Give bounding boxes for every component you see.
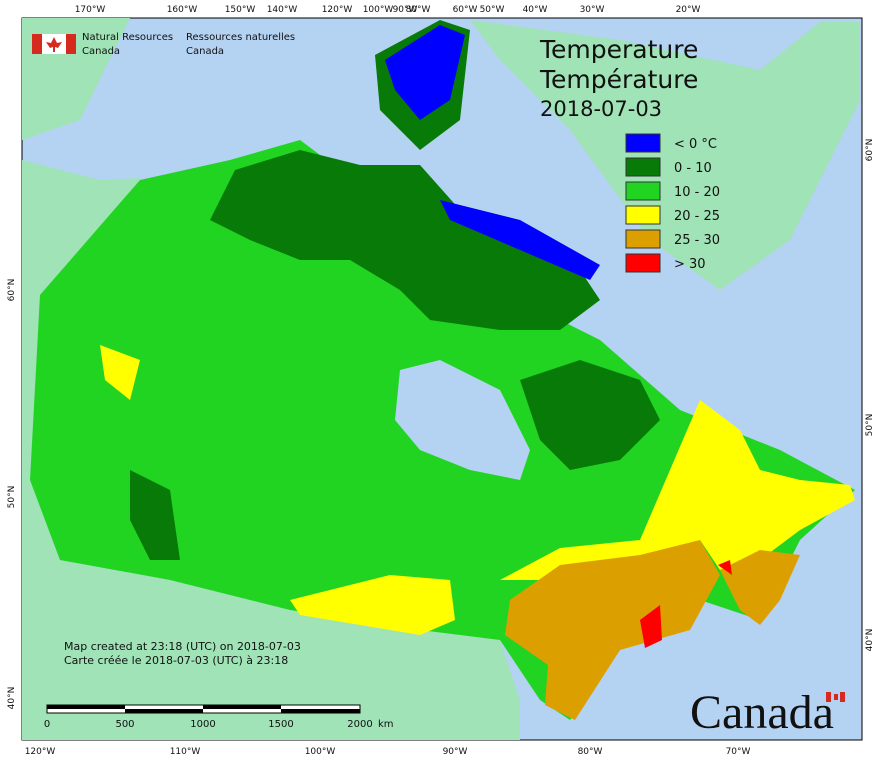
graticule-label: 70°W (726, 747, 751, 757)
east-warm (500, 400, 855, 580)
flag-bar (32, 34, 42, 54)
usa-land (22, 160, 520, 740)
flag-bar (840, 692, 845, 702)
graticule-label: 20°W (676, 5, 701, 15)
graticule-label: 140°W (267, 5, 298, 15)
legend-swatch (625, 133, 661, 153)
scale-seg (281, 709, 360, 713)
hudson-bay (395, 360, 530, 480)
graticule-label: 60°N (7, 279, 17, 302)
graticule-label: 120°W (25, 747, 56, 757)
scale-bar (46, 704, 361, 714)
arctic-islands (210, 150, 600, 330)
org-fr: Ressources naturelles (186, 32, 295, 43)
ontario-quebec-hot (505, 540, 720, 720)
legend-label: 0 - 10 (674, 161, 712, 176)
graticule-label: 50°W (480, 5, 505, 15)
graticule-label: 40°N (7, 687, 17, 710)
legend-swatch (625, 253, 661, 273)
maritimes-hot (720, 550, 800, 625)
graticule-label: 40°W (523, 5, 548, 15)
scale-tick: 1500 (268, 719, 293, 730)
graticule-label: 50°N (865, 414, 875, 437)
note: Carte créée le 2018-07-03 (UTC) à 23:18 (64, 654, 288, 667)
title-en: Temperature (539, 35, 698, 64)
graticule-label: 90°W (443, 747, 468, 757)
graticule-label: 150°W (225, 5, 256, 15)
org-fr: Canada (186, 46, 224, 57)
graticule-label: 160°W (167, 5, 198, 15)
scale-seg (203, 705, 281, 709)
scale-tick: 1000 (190, 719, 215, 730)
org-en: Natural Resources (82, 32, 173, 43)
wordmark-flag (826, 692, 845, 702)
flag-bar (66, 34, 76, 54)
graticule-label: 50°N (7, 486, 17, 509)
graticule-label: 30°W (580, 5, 605, 15)
greenland (470, 20, 860, 290)
hottest (640, 605, 662, 648)
hottest-2 (718, 560, 732, 575)
flag-bar (826, 692, 831, 702)
scale-seg (125, 709, 203, 713)
graticule-label: 100°W (363, 5, 394, 15)
graticule-label: 100°W (305, 747, 336, 757)
legend-swatch (625, 157, 661, 177)
graticule-label: 80°W (578, 747, 603, 757)
graticule-label: 40°N (865, 629, 875, 652)
scale-tick: 500 (115, 719, 134, 730)
legend-swatch (625, 181, 661, 201)
graticule-label: 60°N (865, 139, 875, 162)
legend-swatch (625, 229, 661, 249)
scale-unit: km (378, 719, 394, 730)
prairie-warm (290, 575, 455, 635)
graticule-label: 120°W (322, 5, 353, 15)
maple-leaf (46, 37, 62, 52)
maple-leaf (834, 694, 838, 700)
legend-label: 10 - 20 (674, 185, 720, 200)
scale-tick: 0 (44, 719, 50, 730)
wordmark: Canada (690, 686, 834, 739)
rockies (130, 470, 180, 560)
legend-label: > 30 (674, 257, 706, 272)
legend-label: < 0 °C (674, 137, 717, 152)
graticule-label: 90°W (393, 5, 418, 15)
baffin-cold (440, 200, 600, 280)
title-fr: Température (539, 65, 698, 94)
ice-cold (385, 25, 465, 120)
graticule-label: 170°W (75, 5, 106, 15)
ungava (520, 360, 660, 470)
date: 2018-07-03 (540, 97, 662, 121)
west-warm (100, 345, 140, 400)
graticule-label: 80°W (406, 5, 431, 15)
legend-label: 25 - 30 (674, 233, 720, 248)
logo (32, 34, 76, 54)
scale-seg (47, 705, 125, 709)
graticule-label: 110°W (170, 747, 201, 757)
org-en: Canada (82, 46, 120, 57)
scale-tick: 2000 (347, 719, 372, 730)
note: Map created at 23:18 (UTC) on 2018-07-03 (64, 640, 301, 653)
legend-swatch (625, 205, 661, 225)
land (22, 18, 860, 740)
legend-label: 20 - 25 (674, 209, 720, 224)
graticule-label: 60°W (453, 5, 478, 15)
